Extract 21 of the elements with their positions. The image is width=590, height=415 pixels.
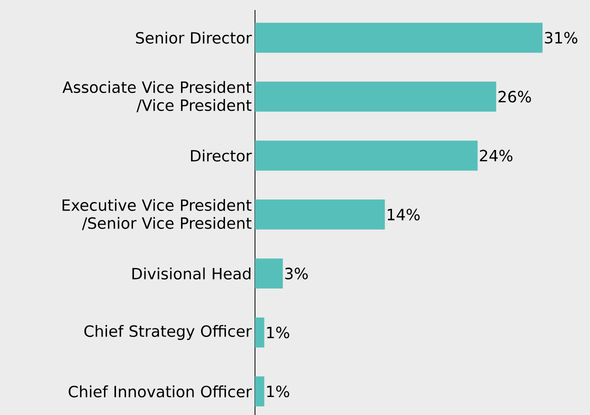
y-tick-label: Associate Vice President /Vice President: [62, 80, 252, 112]
bar: [255, 258, 283, 288]
y-tick-label: Executive Vice President /Senior Vice President: [62, 198, 252, 230]
bar: [255, 376, 264, 406]
y-tick-label: Director: [191, 149, 252, 162]
y-tick-label: Divisional Head: [132, 267, 250, 280]
data-label: 24%: [480, 150, 512, 162]
bar: [255, 317, 264, 348]
y-tick-label: Chief Innovation Officer: [68, 385, 252, 398]
bar: [255, 22, 543, 53]
data-label: 1%: [267, 385, 290, 398]
data-label: 26%: [498, 90, 531, 102]
data-label: 31%: [544, 32, 578, 44]
bar: [255, 81, 496, 112]
y-tick-label: Senior Director: [136, 32, 252, 44]
data-label: 1%: [267, 326, 290, 338]
bar: [255, 140, 478, 170]
bar: [255, 199, 385, 230]
y-tick-label: Chief Strategy Officer: [84, 324, 252, 340]
data-label: 3%: [285, 267, 308, 280]
data-label: 14%: [388, 208, 420, 220]
